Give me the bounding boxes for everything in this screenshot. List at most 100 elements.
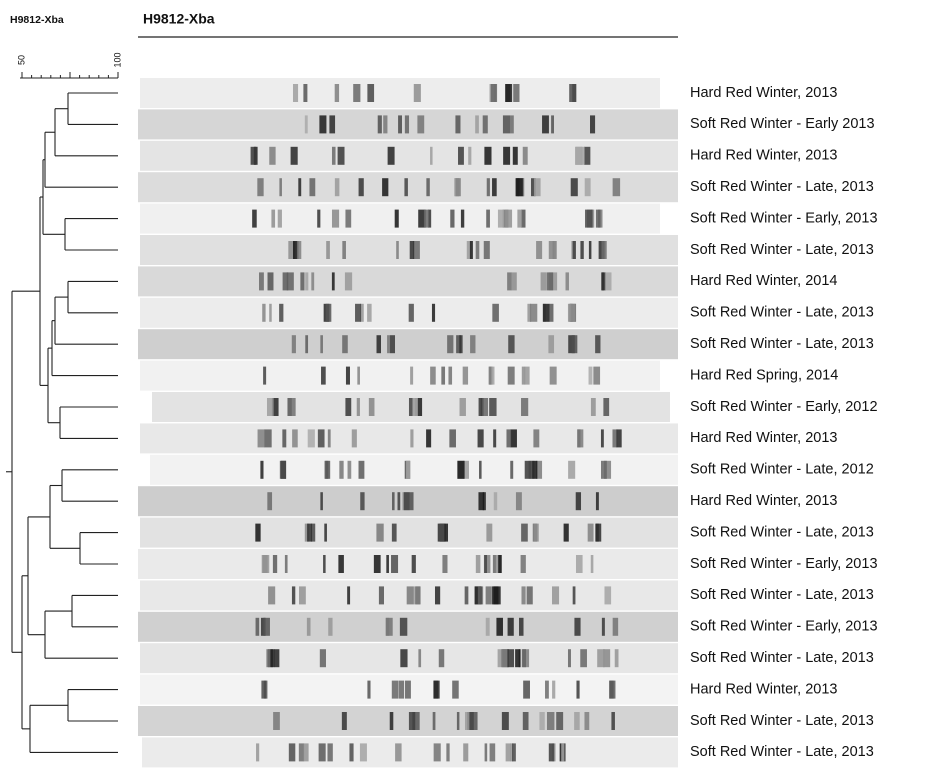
gel-band — [460, 398, 466, 416]
gel-band — [369, 398, 375, 416]
gel-band — [484, 555, 487, 573]
gel-band — [279, 304, 283, 322]
pfge-figure: H9812-Xba H9812-Xba 50 100 Hard Red Wint… — [0, 0, 937, 768]
gel-band — [309, 178, 315, 196]
gel-band — [269, 304, 272, 322]
gel-band — [426, 178, 429, 196]
gel-band — [517, 210, 522, 228]
gel-band — [483, 398, 488, 416]
gel-band — [300, 272, 304, 290]
gel-band — [508, 335, 514, 353]
gel-band — [475, 115, 479, 133]
gel-band — [307, 524, 312, 542]
gel-band — [386, 618, 393, 636]
gel-band — [345, 210, 351, 228]
gel-band — [319, 115, 326, 133]
gel-band — [439, 649, 444, 667]
gel-band — [279, 178, 282, 196]
gel-band — [291, 147, 298, 165]
gel-band — [342, 335, 348, 353]
gel-band — [490, 743, 496, 761]
gel-band — [392, 524, 397, 542]
gel-band — [324, 524, 327, 542]
gel-band — [434, 743, 441, 761]
gel-band — [335, 178, 340, 196]
gel-band — [596, 492, 599, 510]
gel-band — [292, 586, 295, 604]
gel-band — [318, 429, 325, 447]
gel-band — [548, 335, 554, 353]
gel-band — [433, 712, 436, 730]
gel-band — [262, 555, 269, 573]
gel-band — [326, 241, 330, 259]
gel-band — [575, 147, 582, 165]
gel-band — [400, 618, 407, 636]
gel-band — [417, 115, 424, 133]
gel-band — [491, 84, 497, 102]
gel-band — [551, 115, 554, 133]
gel-band — [461, 210, 464, 228]
gel-band — [268, 586, 275, 604]
gel-band — [545, 681, 549, 699]
gel-band — [283, 272, 289, 290]
gel-band — [552, 272, 557, 290]
row-label: Soft Red Winter - Late, 2013 — [690, 713, 874, 729]
gel-band — [346, 367, 350, 385]
gel-band — [332, 147, 336, 165]
gel-band — [568, 461, 575, 479]
row-label: Hard Red Winter, 2014 — [690, 273, 838, 289]
row-label: Soft Red Winter - Early, 2013 — [690, 210, 878, 226]
gel-band — [532, 461, 537, 479]
gel-band — [339, 461, 343, 479]
gel-band — [298, 178, 301, 196]
gel-band — [481, 398, 484, 416]
row-label: Soft Red Winter - Late, 2013 — [690, 650, 874, 666]
gel-band — [345, 272, 352, 290]
gel-band — [510, 461, 513, 479]
gel-lane — [140, 141, 678, 171]
gel-band — [303, 84, 307, 102]
gel-band — [448, 367, 452, 385]
gel-band — [459, 335, 462, 353]
gel-band — [577, 429, 583, 447]
gel-band — [332, 272, 335, 290]
gel-band — [378, 115, 382, 133]
gel-band — [515, 649, 520, 667]
gel-band — [584, 147, 590, 165]
gel-band — [256, 743, 259, 761]
gel-lane — [138, 266, 678, 296]
gel-band — [580, 241, 583, 259]
gel-band — [487, 178, 490, 196]
gel-band — [256, 618, 260, 636]
gel-band — [439, 524, 444, 542]
gel-band — [282, 429, 286, 447]
gel-band — [508, 367, 515, 385]
gel-band — [400, 649, 407, 667]
gel-band — [275, 649, 280, 667]
gel-band — [525, 367, 530, 385]
gel-band — [511, 272, 517, 290]
gel-band — [489, 367, 492, 385]
gel-band — [521, 398, 528, 416]
gel-band — [463, 367, 468, 385]
gel-band — [486, 618, 490, 636]
gel-band — [267, 398, 274, 416]
gel-band — [610, 681, 616, 699]
scale-label: 100 — [112, 52, 122, 67]
gel-band — [547, 712, 554, 730]
gel-band — [305, 115, 308, 133]
gel-band — [287, 398, 291, 416]
gel-band — [278, 210, 282, 228]
gel-band — [595, 524, 601, 542]
gel-band — [273, 555, 277, 573]
gel-band — [320, 335, 323, 353]
gel-band — [616, 429, 621, 447]
gel-band — [430, 367, 436, 385]
gel-band — [571, 178, 578, 196]
gel-band — [407, 586, 414, 604]
gel-band — [367, 304, 372, 322]
gel-band — [602, 618, 605, 636]
gel-band — [476, 555, 481, 573]
gel-band — [414, 84, 421, 102]
gel-band — [292, 335, 296, 353]
